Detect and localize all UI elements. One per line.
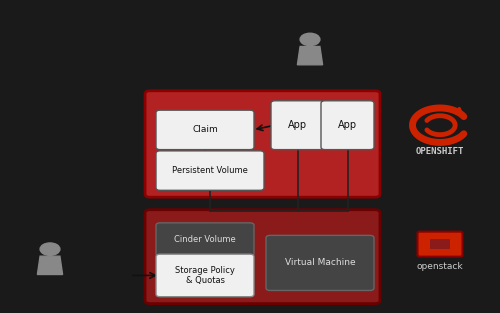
FancyBboxPatch shape bbox=[156, 223, 254, 256]
Polygon shape bbox=[298, 47, 322, 65]
FancyBboxPatch shape bbox=[430, 239, 450, 249]
FancyBboxPatch shape bbox=[156, 254, 254, 297]
Circle shape bbox=[40, 243, 60, 255]
Text: Cinder Volume: Cinder Volume bbox=[174, 235, 236, 244]
Polygon shape bbox=[38, 256, 62, 275]
Text: OPENSHIFT: OPENSHIFT bbox=[416, 147, 464, 156]
FancyBboxPatch shape bbox=[156, 110, 254, 150]
Text: App: App bbox=[288, 120, 307, 130]
FancyBboxPatch shape bbox=[271, 101, 324, 150]
FancyBboxPatch shape bbox=[321, 101, 374, 150]
Text: App: App bbox=[338, 120, 357, 130]
Text: Persistent Volume: Persistent Volume bbox=[172, 166, 248, 175]
Circle shape bbox=[300, 33, 320, 46]
Text: Virtual Machine: Virtual Machine bbox=[284, 259, 356, 267]
FancyBboxPatch shape bbox=[418, 232, 463, 257]
Text: Claim: Claim bbox=[192, 126, 218, 134]
Text: openstack: openstack bbox=[416, 262, 464, 270]
FancyBboxPatch shape bbox=[145, 91, 380, 197]
Text: Storage Policy
& Quotas: Storage Policy & Quotas bbox=[175, 266, 235, 285]
FancyBboxPatch shape bbox=[266, 235, 374, 290]
FancyBboxPatch shape bbox=[145, 210, 380, 304]
FancyBboxPatch shape bbox=[156, 151, 264, 190]
